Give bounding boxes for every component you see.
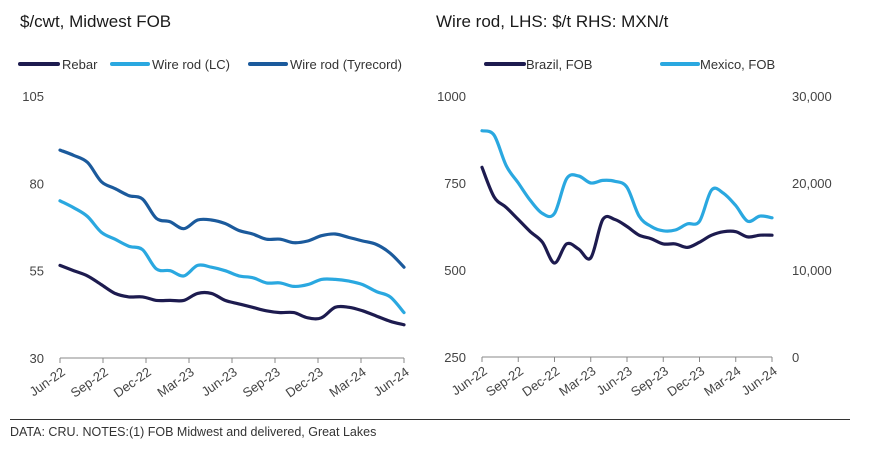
line-brazil-fob [480, 165, 774, 265]
right-x-tick-mar-23: Mar-23 [556, 363, 598, 399]
right-chart-right-y-tick-20-000: 20,000 [792, 176, 832, 191]
right-chart-right-y-tick-30-000: 30,000 [792, 89, 832, 104]
right-x-tick-dec-23: Dec-23 [664, 363, 707, 399]
right-x-tick-jun-24: Jun-24 [739, 363, 780, 398]
left-y-tick-105: 105 [22, 89, 44, 104]
right-x-tick-sep-22: Sep-22 [483, 363, 526, 399]
left-x-tick-sep-23: Sep-23 [240, 364, 283, 400]
line-mexico-fob [480, 129, 774, 233]
left-x-tick-dec-22: Dec-22 [111, 364, 154, 400]
left-x-tick-mar-23: Mar-23 [154, 364, 196, 400]
left-x-tick-jun-24: Jun-24 [371, 364, 412, 399]
right-chart-left-y-tick-250: 250 [444, 350, 466, 365]
right-chart-left-y-tick-750: 750 [444, 176, 466, 191]
right-x-tick-sep-23: Sep-23 [628, 363, 671, 399]
right-chart-left-y-tick-1000: 1000 [437, 89, 466, 104]
right-chart-right-y-tick-10-000: 10,000 [792, 263, 832, 278]
left-y-tick-30: 30 [30, 351, 44, 366]
left-x-tick-jun-22: Jun-22 [27, 364, 68, 399]
right-x-tick-mar-24: Mar-24 [701, 363, 743, 399]
right-x-tick-jun-22: Jun-22 [449, 363, 490, 398]
left-x-tick-jun-23: Jun-23 [199, 364, 240, 399]
right-x-tick-jun-23: Jun-23 [594, 363, 635, 398]
line-wire-rod-tyrecord [58, 148, 406, 269]
left-y-tick-55: 55 [30, 264, 44, 279]
legend-label-mexico-fob: Mexico, FOB [700, 57, 775, 72]
left-chart-title: $/cwt, Midwest FOB [20, 12, 172, 31]
footer-note: DATA: CRU. NOTES:(1) FOB Midwest and del… [10, 425, 377, 439]
left-x-tick-dec-23: Dec-23 [283, 364, 326, 400]
right-chart-left-y-tick-500: 500 [444, 263, 466, 278]
right-x-tick-dec-22: Dec-22 [519, 363, 562, 399]
legend-label-rebar: Rebar [62, 57, 98, 72]
line-wire-rod-lc [58, 199, 406, 315]
right-chart-title: Wire rod, LHS: $/t RHS: MXN/t [436, 12, 669, 31]
legend-label-wire-rod-tyrecord: Wire rod (Tyrecord) [290, 57, 402, 72]
footer-divider [10, 419, 850, 420]
left-x-tick-sep-22: Sep-22 [68, 364, 111, 400]
line-rebar [58, 263, 406, 327]
left-y-tick-80: 80 [30, 176, 44, 191]
legend-label-brazil-fob: Brazil, FOB [526, 57, 592, 72]
right-chart-right-y-tick-0: 0 [792, 350, 799, 365]
left-x-tick-mar-24: Mar-24 [326, 364, 368, 400]
legend-label-wire-rod-lc: Wire rod (LC) [152, 57, 230, 72]
